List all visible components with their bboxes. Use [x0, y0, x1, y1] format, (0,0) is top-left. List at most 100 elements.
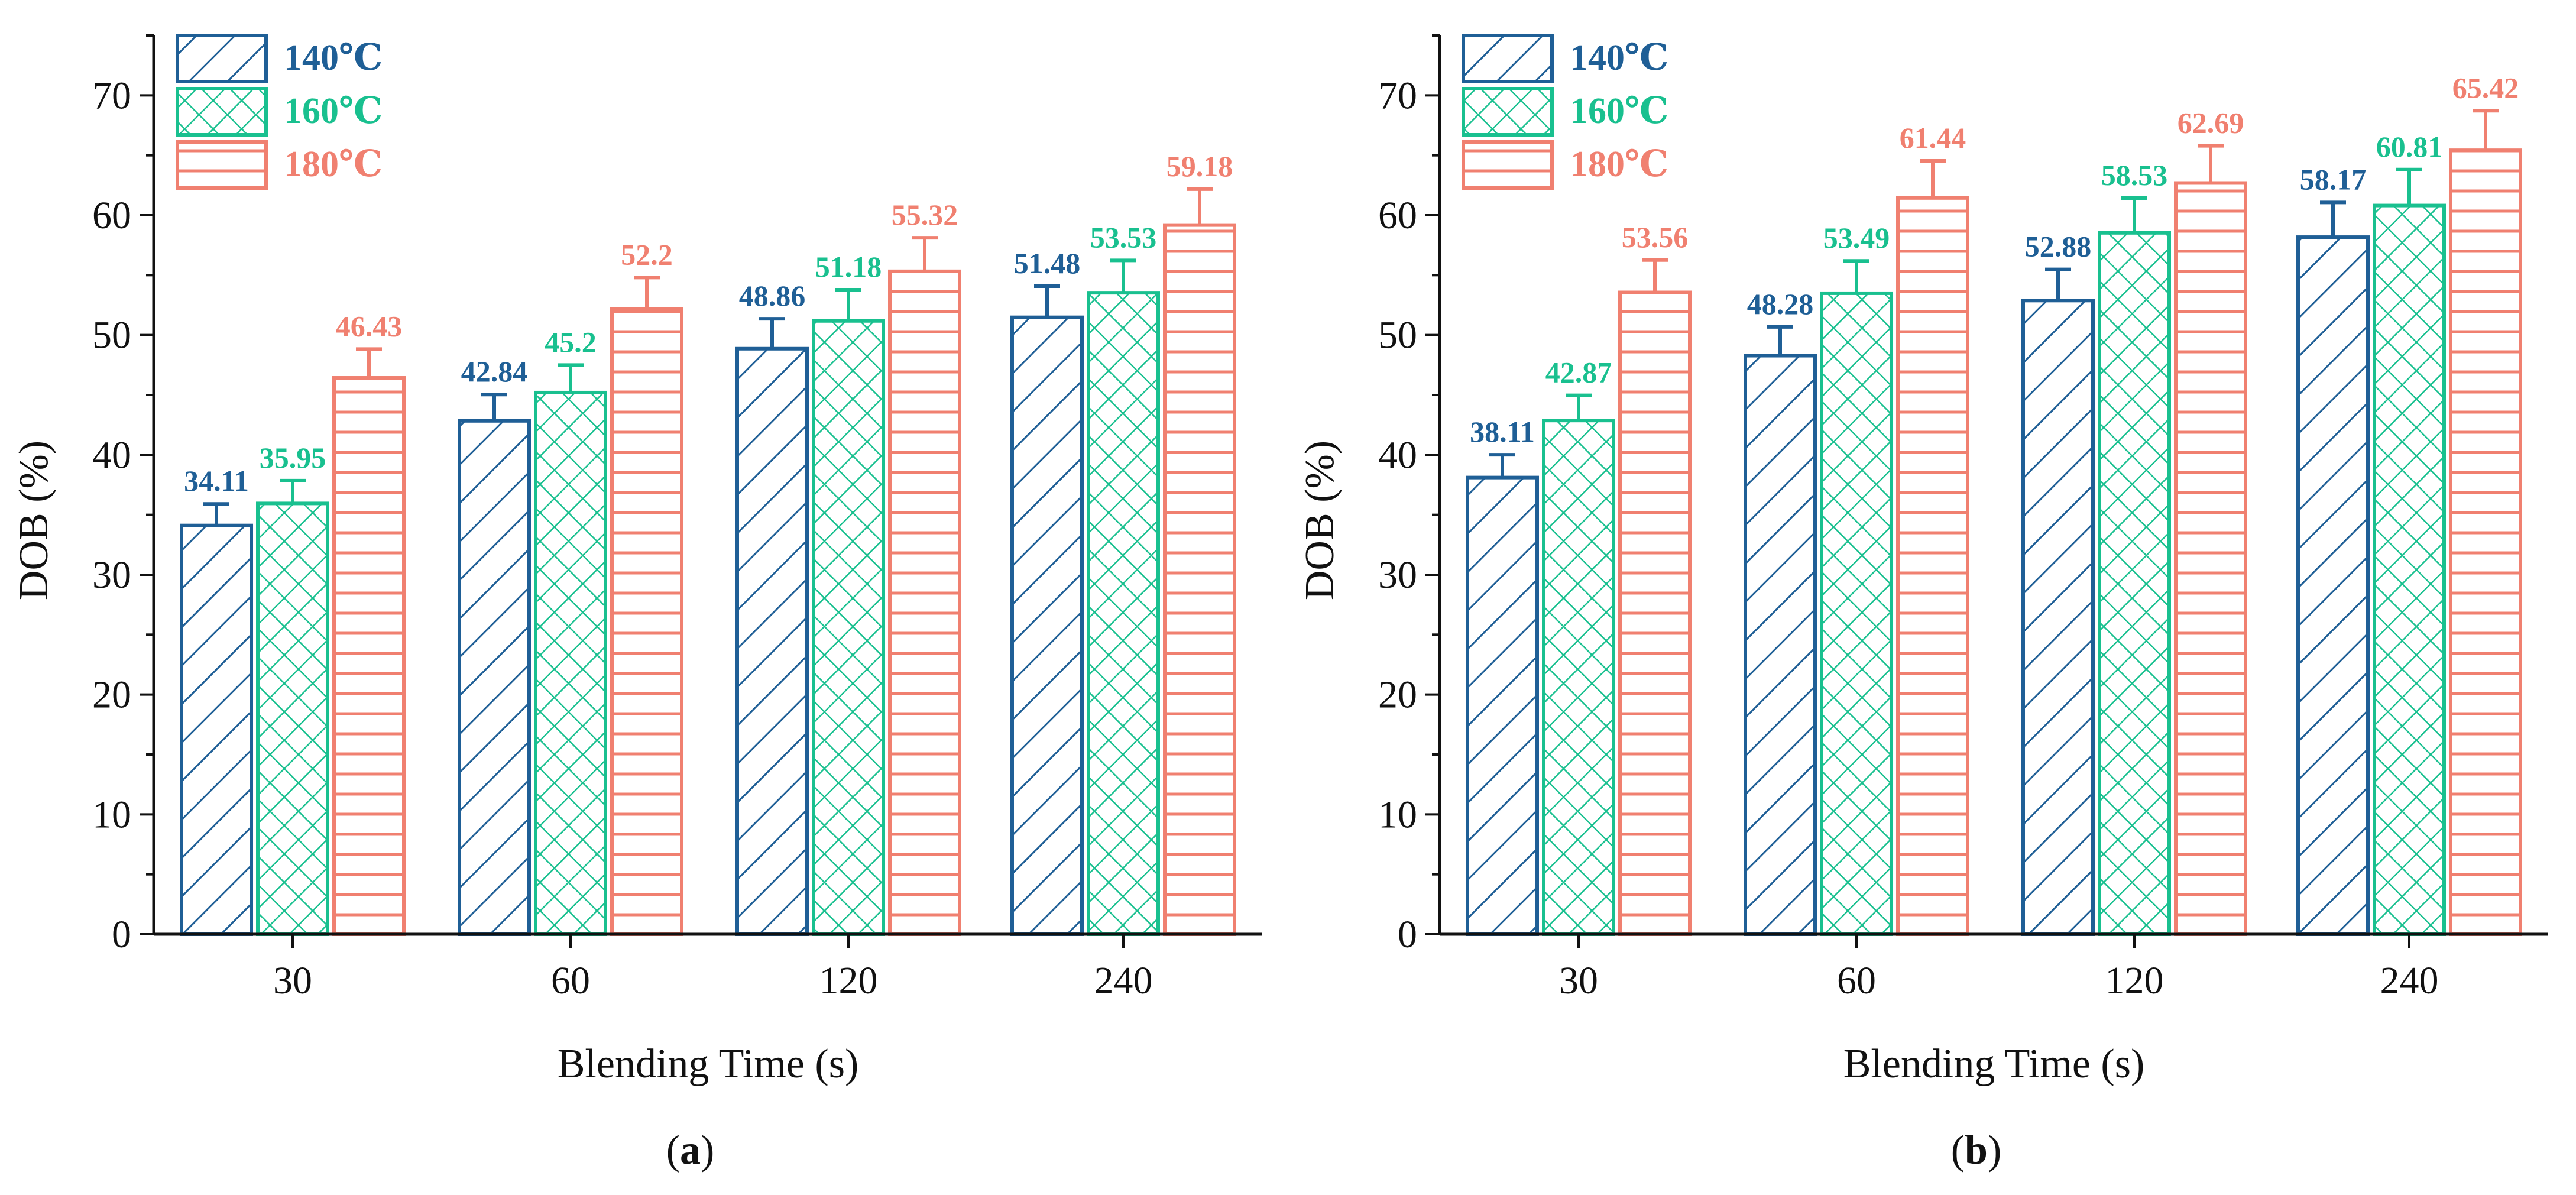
bar	[2021, 299, 2095, 936]
data-label: 60.81	[2376, 130, 2443, 163]
y-tick-label: 40	[1378, 433, 1417, 477]
x-tick-label: 120	[2105, 959, 2164, 1002]
x-tick-label: 120	[819, 959, 878, 1002]
data-label: 55.32	[892, 198, 958, 231]
data-label: 58.17	[2300, 163, 2367, 196]
bar	[1744, 354, 1817, 936]
panel-label-letter: a	[680, 1128, 701, 1173]
data-label: 38.11	[1470, 415, 1535, 448]
data-label: 53.49	[1823, 221, 1890, 254]
y-tick-label: 70	[92, 74, 131, 117]
y-tick-label: 50	[92, 314, 131, 357]
y-tick-label: 70	[1378, 74, 1417, 117]
bar	[2296, 235, 2370, 936]
legend-swatch	[1462, 34, 1554, 83]
bar	[2449, 148, 2522, 936]
y-tick-label: 60	[1378, 194, 1417, 237]
panel-label: (b)	[1951, 1128, 2002, 1173]
x-tick-label: 30	[1559, 959, 1598, 1002]
panels-root: 34.11 42.84 48.86 51.48 35.95 45.2 51.18 53.53 4…	[11, 34, 2548, 1173]
y-tick-label: 30	[92, 553, 131, 597]
bar	[2373, 203, 2446, 937]
bar	[332, 376, 406, 936]
data-label: 52.2	[621, 238, 673, 271]
data-label: 53.56	[1622, 221, 1689, 254]
chart-panel-b: 38.11 48.28 52.88 58.17 42.87 53.49 58.53 60.81…	[1297, 34, 2548, 1173]
bar	[735, 346, 809, 936]
y-tick-label: 10	[1378, 793, 1417, 836]
data-label: 42.84	[461, 355, 528, 388]
panel-label: (a)	[666, 1128, 715, 1173]
y-tick-label: 30	[1378, 553, 1417, 597]
x-axis-title: Blending Time (s)	[558, 1041, 859, 1087]
panel-label-close: )	[701, 1128, 714, 1173]
data-label: 42.87	[1545, 356, 1612, 389]
panel-label-letter: b	[1965, 1128, 1988, 1173]
legend-label: 140℃	[284, 38, 383, 78]
x-tick-label: 60	[551, 959, 590, 1002]
panel-label-open: (	[1951, 1128, 1965, 1173]
bar	[458, 419, 531, 936]
data-label: 48.28	[1747, 287, 1814, 320]
bar	[534, 390, 607, 936]
y-tick-label: 0	[1398, 913, 1417, 956]
bar	[256, 501, 329, 936]
legend-label: 160℃	[284, 91, 383, 131]
data-label: 62.69	[2178, 106, 2244, 140]
y-tick-label: 10	[92, 793, 131, 836]
bar	[888, 269, 961, 936]
bar	[1820, 291, 1893, 936]
data-label: 52.88	[2025, 230, 2092, 263]
bar	[1542, 419, 1615, 936]
y-tick-label: 40	[92, 433, 131, 477]
bar	[1466, 475, 1539, 936]
legend-label: 160℃	[1570, 91, 1668, 131]
y-axis-title: DOB (%)	[11, 441, 57, 600]
legend-swatch	[1462, 87, 1554, 137]
bar	[2098, 231, 2171, 936]
data-label: 58.53	[2101, 158, 2168, 192]
bar	[2174, 181, 2247, 936]
bar	[812, 319, 885, 937]
y-tick-label: 0	[112, 913, 131, 956]
x-tick-label: 240	[1094, 959, 1153, 1002]
data-label: 35.95	[260, 441, 326, 474]
data-label: 65.42	[2452, 71, 2519, 104]
legend-label: 180℃	[1570, 144, 1668, 184]
x-tick-label: 240	[2380, 959, 2439, 1002]
data-label: 51.18	[815, 250, 882, 283]
data-label: 45.2	[545, 325, 597, 358]
x-tick-label: 30	[273, 959, 312, 1002]
x-axis-title: Blending Time (s)	[1843, 1041, 2145, 1087]
legend-swatch	[1462, 140, 1554, 190]
bar	[1618, 290, 1692, 936]
legend-swatch	[176, 87, 268, 137]
y-tick-label: 20	[92, 673, 131, 717]
data-label: 51.48	[1014, 247, 1081, 280]
y-tick-label: 50	[1378, 314, 1417, 357]
y-axis-title: DOB (%)	[1297, 441, 1343, 600]
data-label: 53.53	[1090, 221, 1157, 254]
data-label: 61.44	[1900, 121, 1966, 154]
panel-label-close: )	[1988, 1128, 2001, 1173]
chart-panel-a: 34.11 42.84 48.86 51.48 35.95 45.2 51.18 53.53 4…	[11, 34, 1262, 1173]
data-label: 59.18	[1167, 150, 1233, 183]
x-tick-label: 60	[1837, 959, 1876, 1002]
bar	[1896, 196, 1969, 936]
legend-label: 180℃	[284, 144, 383, 184]
legend-label: 140℃	[1570, 38, 1668, 78]
bar	[1087, 291, 1160, 936]
legend-swatch	[176, 140, 268, 190]
panel-label-open: (	[666, 1128, 680, 1173]
bar	[180, 523, 253, 936]
y-tick-label: 20	[1378, 673, 1417, 717]
data-label: 48.86	[739, 279, 806, 312]
data-label: 46.43	[336, 309, 403, 342]
y-tick-label: 60	[92, 194, 131, 237]
data-label: 34.11	[184, 464, 249, 497]
legend-swatch	[176, 34, 268, 83]
bar	[1163, 223, 1236, 936]
bar	[1010, 315, 1084, 936]
bar	[610, 307, 683, 937]
